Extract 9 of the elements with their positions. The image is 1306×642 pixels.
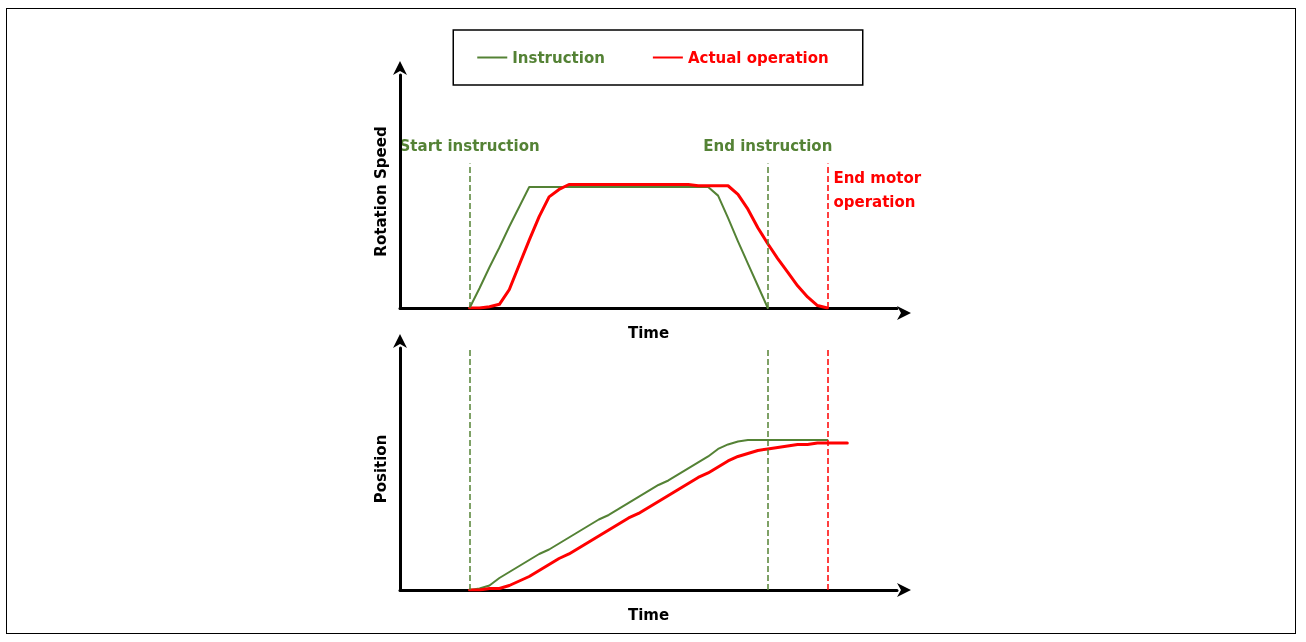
text: Start instruction [399,136,540,155]
legend-label: Actual operation [687,48,829,67]
x-axis-title: Time [627,605,670,624]
y-axis-title: Position [371,434,390,504]
x-axis-title: Time [627,323,670,342]
annotation: End motor operation [833,168,927,211]
text: End instruction [703,136,833,155]
legend-label: Instruction [512,48,605,67]
y-axis-title: Rotation Speed [371,126,390,257]
